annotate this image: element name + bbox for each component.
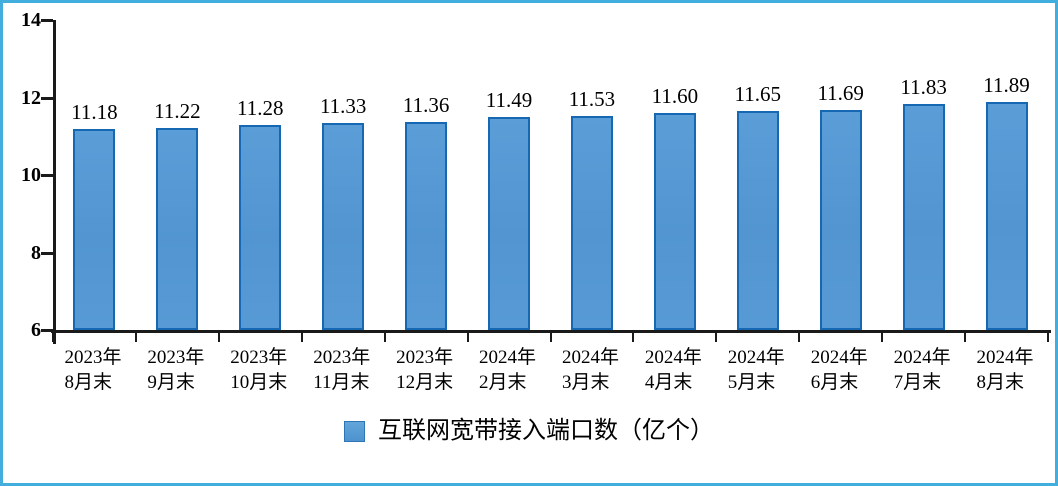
x-tick-label-month: 5月末 bbox=[727, 372, 776, 393]
x-tick-label: 2023年 8月末 bbox=[64, 345, 142, 395]
y-tick-mark bbox=[41, 19, 53, 22]
bar bbox=[653, 113, 696, 330]
x-tick-label-month: 4月末 bbox=[644, 372, 693, 393]
y-tick-label: 14 bbox=[21, 9, 41, 31]
x-tick-mark bbox=[715, 332, 718, 342]
bar-value-label: 11.60 bbox=[651, 84, 699, 108]
x-tick-label-month: 3月末 bbox=[561, 372, 610, 393]
x-tick-label: 2024年 4月末 bbox=[645, 345, 723, 395]
x-tick-label-year: 2023年 bbox=[313, 347, 371, 368]
x-tick-label-year: 2024年 bbox=[810, 347, 868, 368]
x-tick-mark bbox=[52, 332, 54, 342]
x-tick-label: 2024年 3月末 bbox=[562, 345, 640, 395]
x-tick-label-month: 10月末 bbox=[230, 372, 288, 393]
x-tick-mark bbox=[134, 332, 137, 342]
bar-value-label: 11.49 bbox=[485, 88, 533, 113]
y-tick-mark bbox=[41, 96, 53, 100]
x-tick-mark bbox=[217, 332, 220, 342]
x-tick-label-year: 2024年 bbox=[644, 347, 702, 368]
bar-value-label: 11.22 bbox=[154, 98, 201, 123]
y-tick-label: 12 bbox=[21, 86, 41, 109]
x-tick-label-month: 8月末 bbox=[976, 372, 1025, 393]
x-tick-label-month: 7月末 bbox=[893, 372, 942, 393]
x-tick-label-year: 2023年 bbox=[64, 347, 122, 368]
bar bbox=[819, 109, 862, 330]
bar bbox=[405, 122, 448, 330]
y-tick-mark bbox=[41, 174, 53, 177]
x-tick-mark bbox=[300, 332, 303, 342]
x-tick-label-year: 2024年 bbox=[893, 347, 951, 368]
x-tick-label-year: 2023年 bbox=[147, 347, 205, 368]
bar-value-label: 11.28 bbox=[237, 96, 284, 121]
legend-swatch-icon bbox=[344, 420, 365, 442]
bar-value-label: 11.33 bbox=[319, 94, 367, 119]
x-tick-label-month: 12月末 bbox=[396, 372, 454, 393]
x-tick-mark bbox=[632, 332, 635, 342]
x-tick-label: 2024年 2月末 bbox=[479, 345, 557, 395]
bar bbox=[322, 123, 365, 330]
x-tick-mark bbox=[798, 332, 801, 342]
bar-value-label: 11.89 bbox=[983, 72, 1030, 97]
y-axis-line bbox=[53, 20, 56, 344]
bar bbox=[156, 127, 199, 330]
x-tick-mark bbox=[383, 332, 386, 342]
bar-value-label: 11.83 bbox=[900, 75, 947, 100]
x-tick-label-year: 2024年 bbox=[727, 347, 785, 368]
bar bbox=[73, 129, 116, 330]
x-tick-label: 2023年 11月末 bbox=[313, 345, 391, 395]
legend: 互联网宽带接入端口数（亿个） bbox=[3, 416, 1055, 446]
x-tick-label-month: 8月末 bbox=[64, 372, 112, 393]
y-tick-label: 10 bbox=[21, 164, 41, 186]
x-tick-label: 2024年 6月末 bbox=[811, 345, 889, 395]
x-tick-label-month: 9月末 bbox=[147, 372, 195, 393]
bar bbox=[239, 125, 282, 330]
bar bbox=[488, 117, 531, 330]
x-tick-mark bbox=[964, 332, 967, 342]
bar bbox=[570, 115, 613, 330]
x-tick-label-year: 2023年 bbox=[230, 347, 288, 368]
x-tick-label-month: 11月末 bbox=[313, 372, 370, 393]
x-tick-label-month: 2月末 bbox=[479, 372, 527, 393]
bar bbox=[902, 104, 945, 330]
bar-value-label: 11.65 bbox=[734, 82, 782, 107]
x-tick-label-year: 2024年 bbox=[479, 347, 537, 368]
x-tick-label: 2023年 12月末 bbox=[396, 345, 474, 395]
x-tick-label-year: 2023年 bbox=[396, 347, 454, 368]
x-tick-label-year: 2024年 bbox=[561, 347, 619, 368]
x-tick-label: 2023年 10月末 bbox=[230, 345, 308, 395]
plot-area: 6 8 10 12 14 11.18 2023年 8月末 11.22 2023年 9月末 11.28 2… bbox=[3, 3, 1055, 483]
bar bbox=[736, 111, 779, 330]
legend-label: 互联网宽带接入端口数（亿个） bbox=[378, 418, 714, 444]
x-tick-mark bbox=[1047, 332, 1049, 342]
y-tick-label: 8 bbox=[31, 241, 41, 264]
x-tick-label-year: 2024年 bbox=[976, 347, 1034, 368]
x-axis-line bbox=[51, 330, 1051, 333]
x-tick-label: 2024年 7月末 bbox=[894, 345, 972, 395]
bar-value-label: 11.53 bbox=[568, 86, 616, 111]
x-tick-label: 2024年 5月末 bbox=[728, 345, 806, 395]
bar bbox=[985, 101, 1028, 330]
x-tick-label-month: 6月末 bbox=[810, 372, 859, 393]
y-tick-mark bbox=[41, 329, 53, 332]
x-tick-mark bbox=[549, 332, 552, 342]
x-tick-label: 2024年 8月末 bbox=[977, 345, 1055, 395]
x-tick-mark bbox=[466, 332, 469, 342]
y-tick-mark bbox=[41, 251, 53, 255]
bar-value-label: 11.69 bbox=[817, 80, 864, 105]
bar-value-label: 11.36 bbox=[402, 93, 450, 118]
x-tick-label: 2023年 9月末 bbox=[147, 345, 225, 395]
y-tick-label: 6 bbox=[31, 319, 41, 341]
x-tick-mark bbox=[881, 332, 884, 342]
bar-value-label: 11.18 bbox=[71, 100, 118, 125]
